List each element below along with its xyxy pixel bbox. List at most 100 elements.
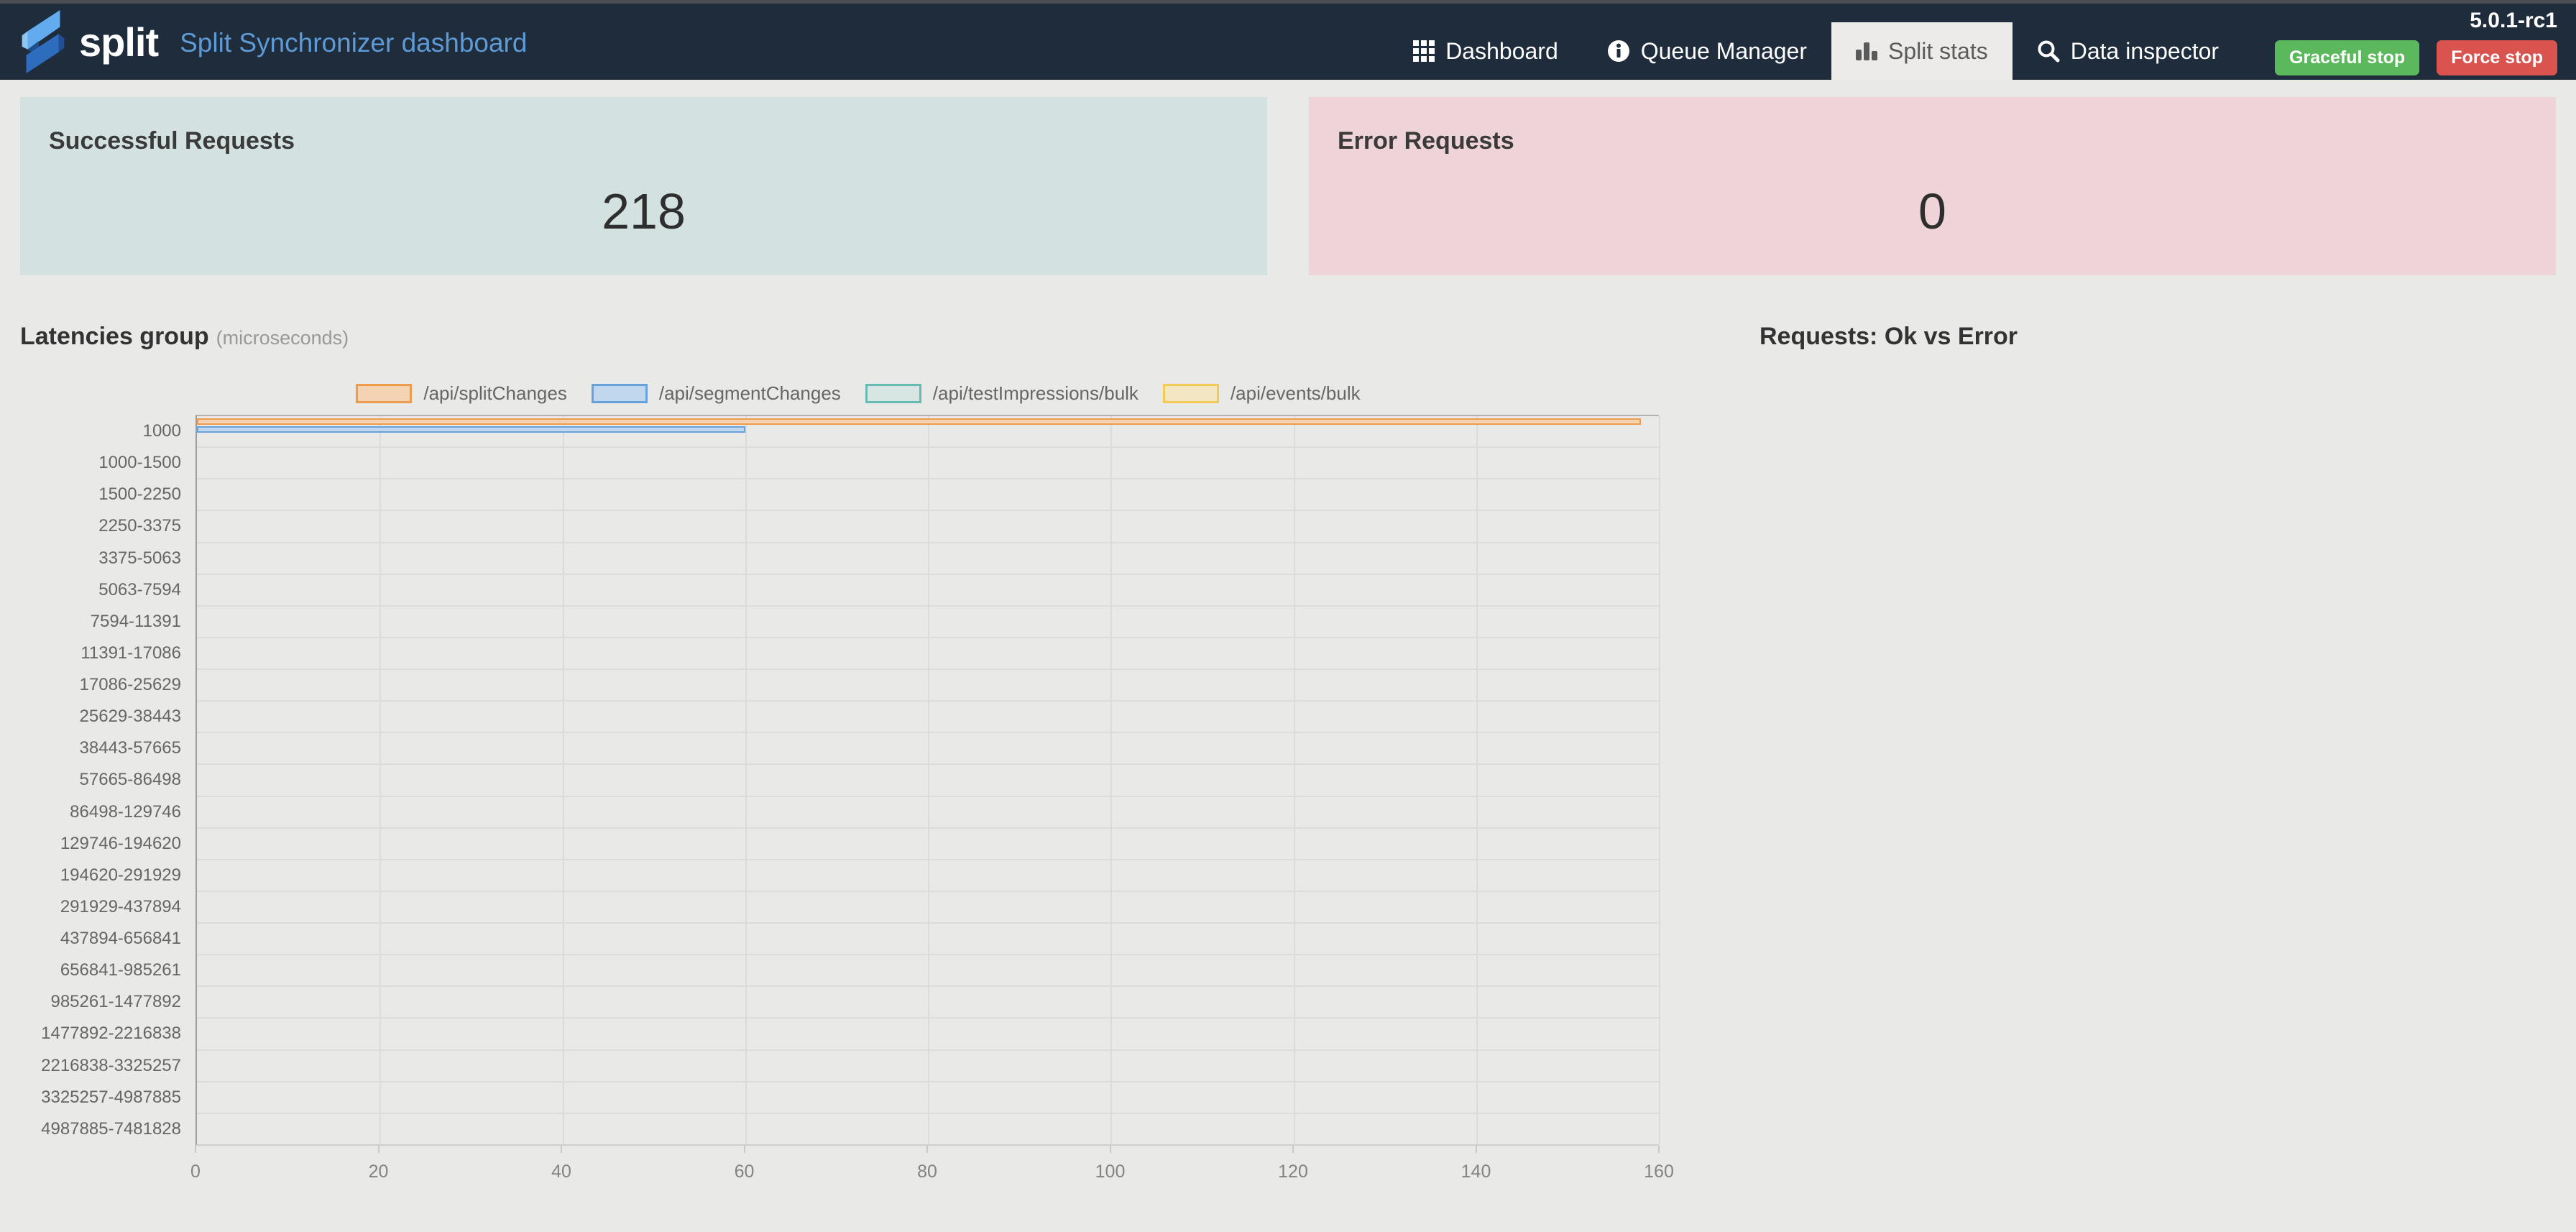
latencies-chart-section: Latencies group (microseconds) /api/split… [20, 323, 1696, 1196]
chart-row: 1477892-2216838 [41, 1019, 1659, 1051]
chart-row: 11391-17086 [80, 638, 1659, 670]
nav-item-label: Dashboard [1445, 37, 1558, 64]
nav-controls: 5.0.1-rc1 Graceful stop Force stop [2275, 9, 2557, 80]
legend-item[interactable]: /api/events/bulk [1162, 382, 1361, 405]
plot-area: 1000 1000-1500 1500-2250 2250-3375 3375-5063… [41, 415, 1660, 1146]
chart-row: 1000-1500 [98, 448, 1659, 480]
bar-chart-icon [1856, 42, 1877, 60]
nav-item-label: Data inspector [2070, 37, 2220, 64]
y-axis-label: 2216838-3325257 [41, 1055, 181, 1075]
gridline [1659, 416, 1660, 1144]
x-axis-tick [926, 1146, 928, 1153]
legend-item[interactable]: /api/segmentChanges [591, 382, 841, 405]
chart-row: 38443-57665 [80, 733, 1659, 766]
info-icon [1607, 40, 1629, 62]
y-axis-label: 194620-291929 [60, 865, 181, 885]
legend-label: /api/segmentChanges [658, 382, 841, 404]
x-axis-tick [1658, 1146, 1660, 1153]
y-axis-label: 1000-1500 [98, 453, 181, 473]
legend-label: /api/splitChanges [423, 382, 567, 404]
x-axis-label: 0 [190, 1162, 201, 1182]
y-axis-label: 1500-2250 [98, 484, 181, 505]
y-axis-label: 3375-5063 [98, 548, 181, 568]
nav-item-dashboard[interactable]: Dashboard [1389, 22, 1583, 80]
y-axis-label: 5063-7594 [98, 579, 181, 599]
chart-row: 291929-437894 [60, 892, 1659, 924]
gridline [928, 416, 929, 1144]
gridline [745, 416, 747, 1144]
chart-rows: 1000 1000-1500 1500-2250 2250-3375 3375-5063… [41, 416, 1659, 1144]
x-axis-tick [195, 1146, 196, 1153]
x-axis-label: 160 [1644, 1162, 1674, 1182]
card-title: Successful Requests [49, 127, 295, 155]
graceful-stop-button[interactable]: Graceful stop [2275, 40, 2420, 75]
requests-chart-title: Requests: Ok vs Error [1760, 323, 2018, 350]
y-axis-label: 7594-11391 [90, 611, 181, 631]
y-axis-label: 656841-985261 [60, 960, 181, 980]
legend-item[interactable]: /api/splitChanges [356, 382, 567, 405]
window-chrome-strip [0, 0, 2576, 4]
nav-item-label: Split stats [1888, 37, 1988, 64]
y-axis-label: 11391-17086 [80, 643, 181, 663]
latencies-chart: 1000 1000-1500 1500-2250 2250-3375 3375-5063… [41, 415, 1674, 1196]
gridline [1476, 416, 1478, 1144]
y-axis-label: 25629-38443 [79, 707, 181, 727]
latency-bar [197, 426, 745, 433]
chart-row: 17086-25629 [80, 670, 1659, 702]
chart-row: 4987885-7481828 [41, 1114, 1659, 1144]
gridline [380, 416, 382, 1144]
x-axis-tick [561, 1146, 562, 1153]
gridline [1110, 416, 1113, 1144]
y-axis-label: 1477892-2216838 [41, 1024, 181, 1044]
x-axis-label: 80 [917, 1162, 937, 1182]
y-axis-label: 57665-86498 [79, 770, 181, 790]
y-axis-label: 437894-656841 [60, 929, 181, 949]
legend-swatch [865, 384, 921, 403]
chart-row: 2216838-3325257 [41, 1051, 1659, 1082]
stat-cards: Successful Requests 218 Error Requests 0 [0, 80, 2576, 275]
chart-row: 57665-86498 [80, 765, 1659, 797]
x-axis-label: 120 [1278, 1162, 1308, 1182]
x-axis-tick [1292, 1146, 1294, 1153]
nav-menu: Dashboard Queue Manager Split stats [1389, 4, 2557, 80]
legend-swatch [356, 384, 413, 403]
legend-swatch [591, 384, 648, 403]
x-axis-tick [1109, 1146, 1111, 1153]
x-axis-label: 60 [734, 1162, 755, 1182]
chart-row: 3325257-4987885 [41, 1082, 1659, 1114]
gridline [562, 416, 564, 1144]
brand: split [22, 4, 159, 80]
nav-item-label: Queue Manager [1640, 37, 1807, 64]
card-title: Error Requests [1338, 127, 1514, 155]
y-axis-label: 1000 [142, 421, 181, 441]
latencies-chart-subtitle: (microseconds) [216, 327, 349, 349]
error-requests-value: 0 [1918, 183, 1946, 239]
chart-row: 194620-291929 [60, 860, 1659, 892]
error-requests-card: Error Requests 0 [1309, 97, 2556, 275]
chart-row: 1500-2250 [98, 479, 1659, 512]
force-stop-button[interactable]: Force stop [2437, 40, 2557, 75]
chart-row: 985261-1477892 [50, 987, 1659, 1019]
x-axis-label: 100 [1095, 1162, 1126, 1182]
latency-bar [197, 418, 1641, 425]
chart-row: 25629-38443 [80, 702, 1659, 734]
nav-item-split-stats[interactable]: Split stats [1831, 22, 2012, 80]
chart-row: 1000 [143, 416, 1659, 449]
chart-row: 656841-985261 [60, 955, 1659, 988]
nav-item-data-inspector[interactable]: Data inspector [2012, 22, 2243, 80]
y-axis-label: 38443-57665 [79, 738, 181, 758]
legend-item[interactable]: /api/testImpressions/bulk [865, 382, 1138, 405]
x-axis-tick [377, 1146, 380, 1153]
x-axis-label: 40 [551, 1162, 571, 1182]
x-axis: 0 20 40 60 80 100 120 140 160 [190, 1146, 1674, 1196]
x-axis-label: 140 [1460, 1162, 1491, 1182]
gridline [1293, 416, 1295, 1144]
y-axis-label: 86498-129746 [70, 801, 181, 822]
chart-row: 129746-194620 [60, 829, 1659, 860]
charts-section: Latencies group (microseconds) /api/split… [0, 275, 2576, 1196]
y-axis-label: 4987885-7481828 [41, 1118, 181, 1139]
page-title: Split Synchronizer dashboard [180, 28, 528, 58]
successful-requests-value: 218 [602, 183, 686, 239]
nav-item-queue-manager[interactable]: Queue Manager [1583, 22, 1831, 80]
requests-chart-section: Requests: Ok vs Error [1696, 323, 2556, 1196]
